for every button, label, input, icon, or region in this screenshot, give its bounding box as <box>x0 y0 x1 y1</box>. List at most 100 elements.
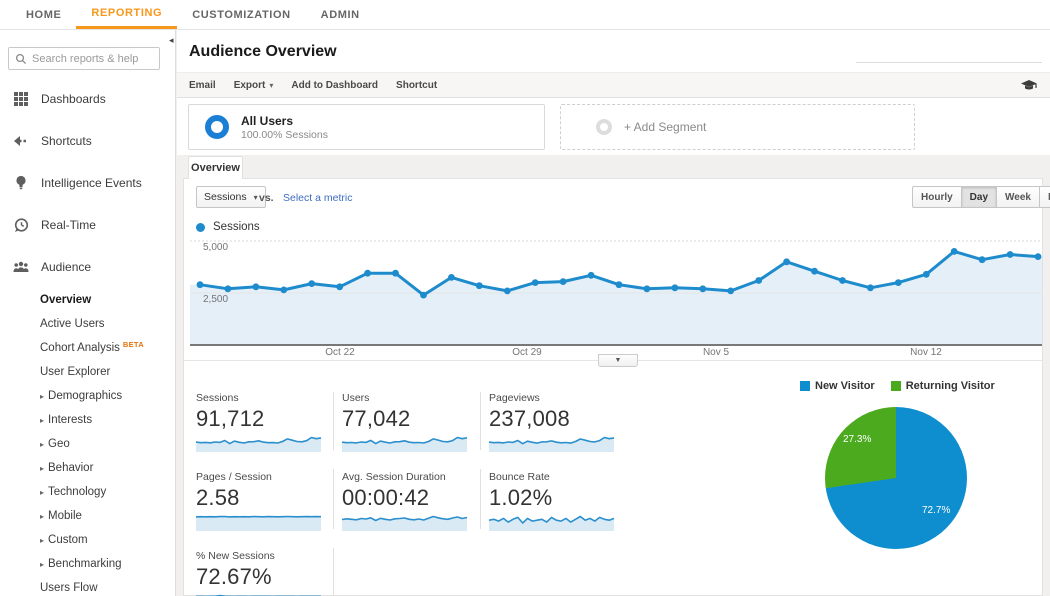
email-button[interactable]: Email <box>189 79 216 91</box>
sidebar-item-technology[interactable]: ▸ Technology <box>40 486 107 498</box>
sparkline-bounce-rate <box>489 515 615 531</box>
add-segment-label: + Add Segment <box>624 120 707 134</box>
shortcut-button[interactable]: Shortcut <box>396 79 438 91</box>
all-users-segment[interactable]: All Users 100.00% Sessions <box>188 104 545 150</box>
expand-arrow-icon: ▸ <box>40 535 45 545</box>
nav-tab-customization[interactable]: CUSTOMIZATION <box>192 8 291 21</box>
sidebar-item-label: Dashboards <box>41 92 106 106</box>
sidebar-item-benchmarking[interactable]: ▸ Benchmarking <box>40 558 122 570</box>
page-title: Audience Overview <box>189 43 337 60</box>
sidebar-item-interests[interactable]: ▸ Interests <box>40 414 93 426</box>
granularity-month-button[interactable]: Month <box>1039 186 1050 208</box>
pie-label-returning: 27.3% <box>843 434 872 445</box>
sidebar-item-shortcuts[interactable]: Shortcuts <box>0 120 175 162</box>
expand-arrow-icon: ▸ <box>40 463 45 473</box>
sidebar-item-intelligence-events[interactable]: Intelligence Events <box>0 162 175 204</box>
sidebar-item-user-explorer[interactable]: User Explorer <box>40 366 111 378</box>
education-cap-icon[interactable] <box>1020 79 1038 97</box>
x-axis-labels: Oct 22 Oct 29 Nov 5 Nov 12 <box>183 347 1043 359</box>
metric-label[interactable]: Pageviews <box>489 392 540 404</box>
granularity-control: Hourly Day Week Month <box>912 186 1050 208</box>
segment-subtitle: 100.00% Sessions <box>241 128 328 141</box>
search-input[interactable] <box>32 52 152 65</box>
annotations-expander[interactable]: ▼ <box>598 354 638 367</box>
nav-tab-admin[interactable]: ADMIN <box>320 8 360 21</box>
sessions-timeline-chart[interactable] <box>190 238 1042 348</box>
segments-strip: All Users 100.00% Sessions + Add Segment <box>177 98 1050 155</box>
sidebar-item-label: Shortcuts <box>41 134 92 148</box>
nav-tab-reporting[interactable]: REPORTING <box>76 0 178 29</box>
scorecard-pageviews: Pageviews 237,008 <box>489 392 615 452</box>
sidebar-item-mobile[interactable]: ▸ Mobile <box>40 510 82 522</box>
expand-arrow-icon: ▸ <box>40 511 45 521</box>
add-segment-ring-icon <box>596 119 612 135</box>
sidebar-item-label: Audience <box>41 260 92 274</box>
sidebar-item-overview[interactable]: Overview <box>40 294 92 306</box>
export-button[interactable]: Export ▾ <box>233 79 274 91</box>
visitor-type-pie-chart[interactable] <box>825 407 967 549</box>
add-to-dashboard-button[interactable]: Add to Dashboard <box>291 79 379 91</box>
legend-returning-visitor: Returning Visitor <box>890 380 995 392</box>
sidebar-item-behavior[interactable]: ▸ Behavior <box>40 462 94 474</box>
metric-value: 2.58 <box>196 485 240 510</box>
sidebar-item-cohort-analysis[interactable]: Cohort Analysis BETA <box>40 339 144 355</box>
sidebar: Dashboards Shortcuts Intelligence Events… <box>0 30 176 596</box>
segment-title: All Users <box>241 113 294 128</box>
chevron-down-icon: ▼ <box>614 357 622 364</box>
chevron-down-icon: ▾ <box>269 80 274 90</box>
sidebar-item-geo[interactable]: ▸ Geo <box>40 438 70 450</box>
metric-value: 237,008 <box>489 406 570 431</box>
select-metric-link[interactable]: Select a metric <box>283 192 353 204</box>
metric-label[interactable]: Pages / Session <box>196 471 272 483</box>
tab-strip: Overview <box>177 155 1050 179</box>
x-tick: Nov 12 <box>910 347 942 358</box>
report-toolbar: Email Export ▾ Add to Dashboard Shortcut <box>177 72 1050 98</box>
column-divider <box>480 392 481 450</box>
expand-arrow-icon: ▸ <box>40 487 45 497</box>
sparkline-pages-session <box>196 515 322 531</box>
audience-submenu: Overview Active Users Cohort Analysis BET… <box>0 288 175 596</box>
granularity-week-button[interactable]: Week <box>997 186 1040 208</box>
tab-overview[interactable]: Overview <box>188 156 243 179</box>
vs-label: vs. <box>259 192 274 204</box>
sidebar-item-custom[interactable]: ▸ Custom <box>40 534 88 546</box>
x-tick: Oct 29 <box>512 347 542 358</box>
metric-label[interactable]: Users <box>342 392 370 404</box>
column-divider <box>333 548 334 596</box>
series-legend: Sessions <box>196 221 260 233</box>
scorecard-pages-session: Pages / Session 2.58 <box>196 471 322 531</box>
audience-people-icon <box>13 259 29 275</box>
sidebar-collapse-icon[interactable]: ◂ <box>169 35 174 45</box>
scorecard-avg-duration: Avg. Session Duration 00:00:42 <box>342 471 468 531</box>
granularity-hourly-button[interactable]: Hourly <box>912 186 962 208</box>
sidebar-item-audience[interactable]: Audience <box>0 246 175 288</box>
metric-value: 72.67% <box>196 564 272 589</box>
beta-badge: BETA <box>122 339 144 349</box>
column-divider <box>333 469 334 529</box>
series-dot-icon <box>196 222 205 232</box>
legend-new-visitor: New Visitor <box>800 380 875 392</box>
sparkline-avg-duration <box>342 515 468 531</box>
metric-label[interactable]: % New Sessions <box>196 550 275 562</box>
granularity-day-button[interactable]: Day <box>961 186 998 208</box>
sidebar-item-users-flow[interactable]: Users Flow <box>40 582 98 594</box>
sidebar-item-demographics[interactable]: ▸ Demographics <box>40 390 123 402</box>
series-name: Sessions <box>213 221 260 233</box>
sidebar-item-dashboards[interactable]: Dashboards <box>0 78 175 120</box>
sparkline-users <box>342 436 468 452</box>
sidebar-item-active-users[interactable]: Active Users <box>40 318 105 330</box>
legend-swatch-blue <box>800 381 810 391</box>
metric-label[interactable]: Sessions <box>196 392 239 404</box>
metric-label[interactable]: Avg. Session Duration <box>342 471 446 483</box>
search-box[interactable] <box>8 47 160 70</box>
metric-value: 77,042 <box>342 406 411 431</box>
expand-arrow-icon: ▸ <box>40 415 45 425</box>
metric-dropdown[interactable]: Sessions ▾ <box>196 186 266 208</box>
sidebar-item-real-time[interactable]: Real-Time <box>0 204 175 246</box>
metric-label[interactable]: Bounce Rate <box>489 471 550 483</box>
sparkline-sessions <box>196 436 322 452</box>
legend-swatch-green <box>890 381 901 391</box>
add-segment-button[interactable]: + Add Segment <box>560 104 915 150</box>
nav-tab-home[interactable]: HOME <box>26 8 62 21</box>
